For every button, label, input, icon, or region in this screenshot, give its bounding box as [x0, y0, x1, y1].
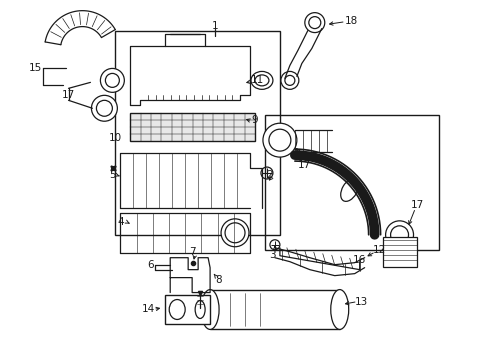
Text: 3: 3 [270, 250, 276, 260]
Circle shape [386, 221, 414, 249]
Circle shape [269, 129, 291, 151]
Text: 17: 17 [411, 200, 424, 210]
Text: 7: 7 [189, 247, 196, 257]
Text: 10: 10 [109, 133, 122, 143]
Ellipse shape [255, 75, 269, 86]
Circle shape [100, 68, 124, 92]
Text: 15: 15 [29, 63, 42, 73]
Text: 4: 4 [117, 217, 123, 227]
Circle shape [97, 100, 112, 116]
Circle shape [281, 71, 299, 89]
Ellipse shape [251, 71, 273, 89]
Ellipse shape [169, 300, 185, 319]
Bar [265, 115, 440, 250]
Ellipse shape [225, 223, 245, 243]
Circle shape [263, 123, 297, 157]
Text: 12: 12 [373, 245, 386, 255]
Bar [383, 237, 416, 267]
Text: 2: 2 [267, 170, 273, 180]
Text: 17: 17 [62, 90, 75, 100]
Text: 16: 16 [353, 255, 367, 265]
Circle shape [285, 75, 295, 85]
Bar [165, 294, 210, 324]
Circle shape [270, 240, 280, 250]
Text: 9: 9 [252, 115, 258, 125]
Text: 13: 13 [355, 297, 368, 306]
Ellipse shape [195, 301, 205, 319]
Bar [210, 289, 340, 329]
Circle shape [261, 167, 273, 179]
Text: 14: 14 [142, 305, 155, 315]
Circle shape [309, 17, 321, 28]
Text: 18: 18 [345, 15, 358, 26]
Ellipse shape [331, 289, 349, 329]
Circle shape [105, 73, 120, 87]
Text: 5: 5 [109, 170, 116, 180]
Circle shape [391, 226, 409, 244]
Bar [115, 31, 280, 235]
Ellipse shape [201, 289, 219, 329]
Ellipse shape [341, 179, 359, 201]
Text: 17: 17 [298, 160, 312, 170]
Text: 8: 8 [215, 275, 221, 285]
Ellipse shape [221, 219, 249, 247]
Circle shape [305, 13, 325, 32]
Bar [130, 113, 255, 141]
Text: 11: 11 [250, 75, 264, 85]
Text: 1: 1 [212, 21, 219, 31]
Circle shape [92, 95, 118, 121]
Text: 6: 6 [147, 260, 153, 270]
